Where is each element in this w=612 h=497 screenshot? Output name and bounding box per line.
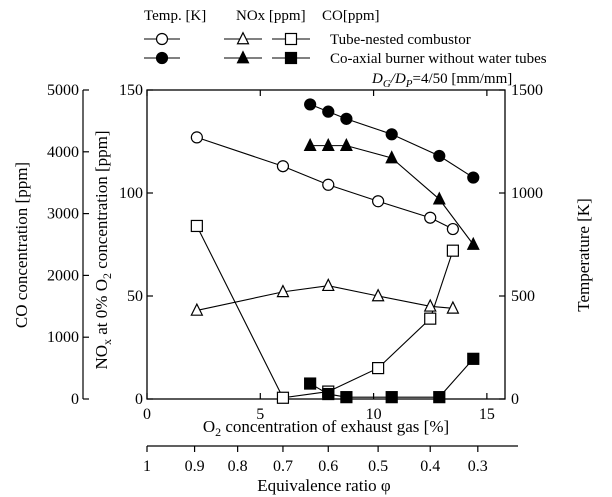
temp-filled-point <box>322 105 335 118</box>
nox-filled-point <box>303 137 317 151</box>
nox-tick-label: 100 <box>119 185 143 202</box>
co-open-point <box>424 312 437 325</box>
legend-sample-circle <box>155 51 169 65</box>
nox-tick-label: 150 <box>119 82 143 99</box>
legend-sample-circle <box>155 32 169 46</box>
co-open-point <box>372 362 385 375</box>
x-axis-title: O2 concentration of exhaust gas [%] <box>203 417 449 439</box>
legend-sample-triangle <box>236 31 250 45</box>
co-tick-label: 1000 <box>47 329 79 346</box>
legend-sample-triangle <box>236 50 250 64</box>
co-tick-label: 2000 <box>47 267 79 284</box>
co-filled-point <box>433 391 446 404</box>
legend: Temp. [K] NOx [ppm] CO[ppm] Tube-nested … <box>144 8 547 90</box>
nox-axis-title: NOx at 0% O2 concentration [ppm] <box>92 130 114 369</box>
temp-tick-label: 0 <box>511 391 519 408</box>
co-filled-point <box>467 352 480 365</box>
nox-filled-point <box>385 150 399 164</box>
nox-tick-label: 0 <box>135 391 143 408</box>
co-filled-point <box>340 391 353 404</box>
legend-header-temp: Temp. [K] <box>144 8 206 24</box>
nox-filled-point <box>466 236 480 250</box>
co-tick-label: 5000 <box>47 82 79 99</box>
co-tick-label: 0 <box>71 391 79 408</box>
co-open-series-line <box>196 225 454 399</box>
nox-tick-label: 50 <box>127 288 143 305</box>
co-tick-label: 3000 <box>47 206 79 223</box>
co-filled-point <box>322 387 335 401</box>
temp-filled-point <box>304 98 317 111</box>
secondary-x-tick-label: 0.6 <box>318 458 338 475</box>
temp-open-point <box>424 211 437 224</box>
co-open-point <box>190 219 203 233</box>
temp-open-point <box>190 131 203 144</box>
temp-open-point <box>372 195 385 208</box>
temp-filled-point <box>433 149 446 163</box>
nox-open-point <box>190 302 204 316</box>
temp-filled-point <box>467 171 480 184</box>
legend-label-tube-nested: Tube-nested combustor <box>330 32 471 48</box>
co-axis-title: CO concentration [ppm] <box>12 162 31 328</box>
temp-filled-point <box>340 112 353 125</box>
legend-header-nox: NOx [ppm] <box>236 8 306 24</box>
nox-open-point <box>423 298 437 312</box>
temp-open-point <box>446 222 459 236</box>
nox-filled-point <box>432 191 446 205</box>
secondary-x-tick-label: 0.8 <box>228 458 248 475</box>
legend-sample-square <box>284 32 298 46</box>
temp-tick-label: 500 <box>511 288 535 305</box>
legend-header-co: CO[ppm] <box>322 8 380 24</box>
co-tick-label: 4000 <box>47 144 79 161</box>
co-filled-point <box>304 377 317 390</box>
temperature-axis-title: Temperature [K] <box>574 198 593 312</box>
nox-open-point <box>446 300 460 314</box>
legend-note: DG/DP=4/50 [mm/mm] <box>371 71 512 90</box>
temp-tick-label: 1000 <box>511 185 543 202</box>
x-tick-label: 5 <box>256 406 264 423</box>
secondary-x-tick-label: 0.5 <box>368 458 388 475</box>
nox-open-point <box>276 284 290 298</box>
nox-filled-point <box>339 137 353 151</box>
co-open-point <box>276 391 290 404</box>
temp-tick-label: 1500 <box>511 82 543 99</box>
temp-filled-series-line <box>309 103 474 179</box>
x-tick-label: 0 <box>143 406 151 423</box>
secondary-x-axis-title: Equivalence ratio φ <box>257 476 391 495</box>
x-tick-label: 15 <box>479 406 495 423</box>
temp-filled-point <box>385 128 398 141</box>
nox-filled-point <box>321 137 335 151</box>
secondary-x-tick-label: 0.3 <box>468 458 488 475</box>
nox-open-point <box>321 278 335 292</box>
legend-sample-square <box>284 51 298 65</box>
secondary-x-tick-label: 1 <box>143 458 151 475</box>
co-open-point <box>446 244 459 257</box>
temp-open-point <box>276 160 290 173</box>
temp-open-point <box>322 178 335 191</box>
secondary-x-tick-label: 0.7 <box>273 458 293 475</box>
x-tick-label: 10 <box>366 406 382 423</box>
nox-open-point <box>371 288 385 302</box>
co-filled-point <box>385 391 398 404</box>
legend-label-co-axial: Co-axial burner without water tubes <box>330 51 547 67</box>
secondary-x-tick-label: 0.9 <box>185 458 205 475</box>
secondary-x-tick-label: 0.4 <box>420 458 440 475</box>
